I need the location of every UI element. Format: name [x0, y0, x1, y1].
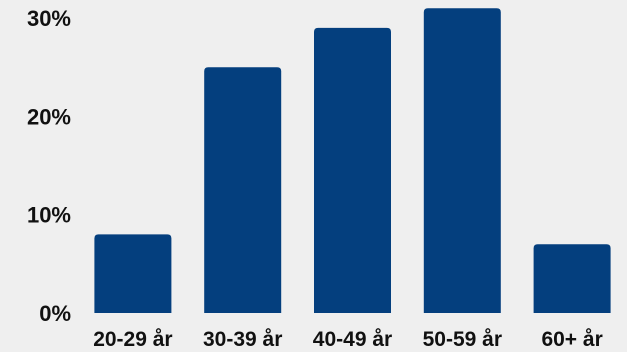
- y-axis-ticks: 0% 10% 20% 30%: [27, 6, 71, 326]
- x-category-label: 50-59 år: [423, 328, 502, 351]
- y-tick-label: 30%: [27, 6, 71, 31]
- y-tick-label: 10%: [27, 203, 71, 228]
- bar-4: [533, 244, 611, 313]
- bar-0: [94, 234, 172, 313]
- x-category-label: 20-29 år: [93, 328, 172, 351]
- bar-2: [314, 27, 391, 314]
- x-axis-labels: 20-29 år 30-39 år 40-49 år 50-59 år 60+ år: [93, 328, 603, 351]
- bar-1: [204, 67, 282, 313]
- y-tick-label: 20%: [27, 104, 71, 129]
- y-tick-label: 0%: [39, 301, 71, 326]
- bar-3: [423, 8, 501, 314]
- bars: [94, 8, 611, 314]
- x-category-label: 40-49 år: [313, 328, 392, 351]
- x-category-label: 30-39 år: [203, 328, 282, 351]
- x-category-label: 60+ år: [541, 328, 602, 351]
